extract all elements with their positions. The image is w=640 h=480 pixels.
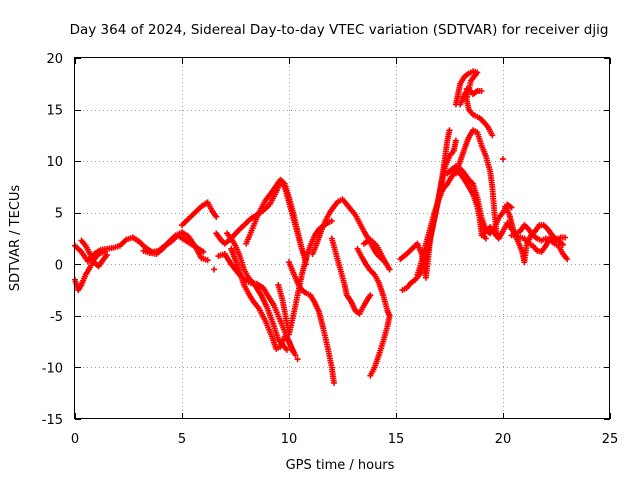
y-tick-label: 20 [46, 52, 63, 67]
data-point-arc-25 [562, 234, 569, 241]
data-point-stray [294, 356, 301, 363]
y-tick-labels: -15 -10 -5 0 5 10 15 20 [42, 52, 63, 428]
data-point-arc-12 [330, 379, 337, 386]
data-point-arc-23 [508, 204, 515, 211]
x-tick-label: 0 [71, 432, 79, 447]
data-point-stray [500, 156, 506, 163]
data-point-arc-15 [367, 372, 374, 379]
data-point-arc-24 [564, 256, 571, 263]
x-tick-label: 15 [388, 432, 405, 447]
data-point-stray [463, 85, 470, 92]
data-point-arc-01 [200, 248, 207, 255]
y-tick-label: -10 [42, 361, 63, 376]
y-tick-label: 5 [55, 207, 63, 222]
data-point-arc-26 [559, 241, 566, 248]
data-point-arc-09 [283, 346, 290, 353]
x-tick-label: 10 [281, 432, 298, 447]
y-tick-label: 0 [55, 258, 63, 273]
data-point-arc-08 [290, 348, 297, 355]
x-tick-label: 25 [602, 432, 619, 447]
data-point-arc-19 [482, 235, 489, 242]
plot-frame [74, 57, 610, 419]
y-tick-label: -15 [42, 413, 63, 428]
axis-ticks [75, 58, 611, 420]
x-tick-label: 5 [178, 432, 186, 447]
y-tick-label: 15 [46, 104, 63, 119]
data-point-arc-16 [386, 266, 393, 273]
data-point-arc-03 [104, 252, 111, 259]
y-tick-label: -5 [50, 310, 63, 325]
data-points [72, 68, 571, 386]
data-point-arc-11 [328, 217, 335, 224]
data-point-arc-17 [446, 127, 453, 134]
x-axis-label: GPS time / hours [286, 458, 395, 473]
x-tick-label: 20 [495, 432, 512, 447]
data-point-arc-04 [204, 257, 211, 264]
data-point-arc-18 [452, 137, 459, 144]
y-axis-label: SDTVAR / TECUs [8, 185, 23, 292]
data-point-stray [474, 88, 481, 95]
data-point-arc-05 [213, 213, 220, 220]
chart-title: Day 364 of 2024, Sidereal Day-to-day VTE… [70, 22, 609, 38]
data-point-arc-21 [489, 132, 496, 139]
data-point-arc-07 [292, 352, 299, 359]
x-tick-labels: 0 5 10 15 20 25 [71, 432, 618, 447]
data-point-stray [211, 266, 218, 273]
y-tick-label: 10 [46, 155, 63, 170]
data-point-arc-14 [367, 292, 374, 299]
